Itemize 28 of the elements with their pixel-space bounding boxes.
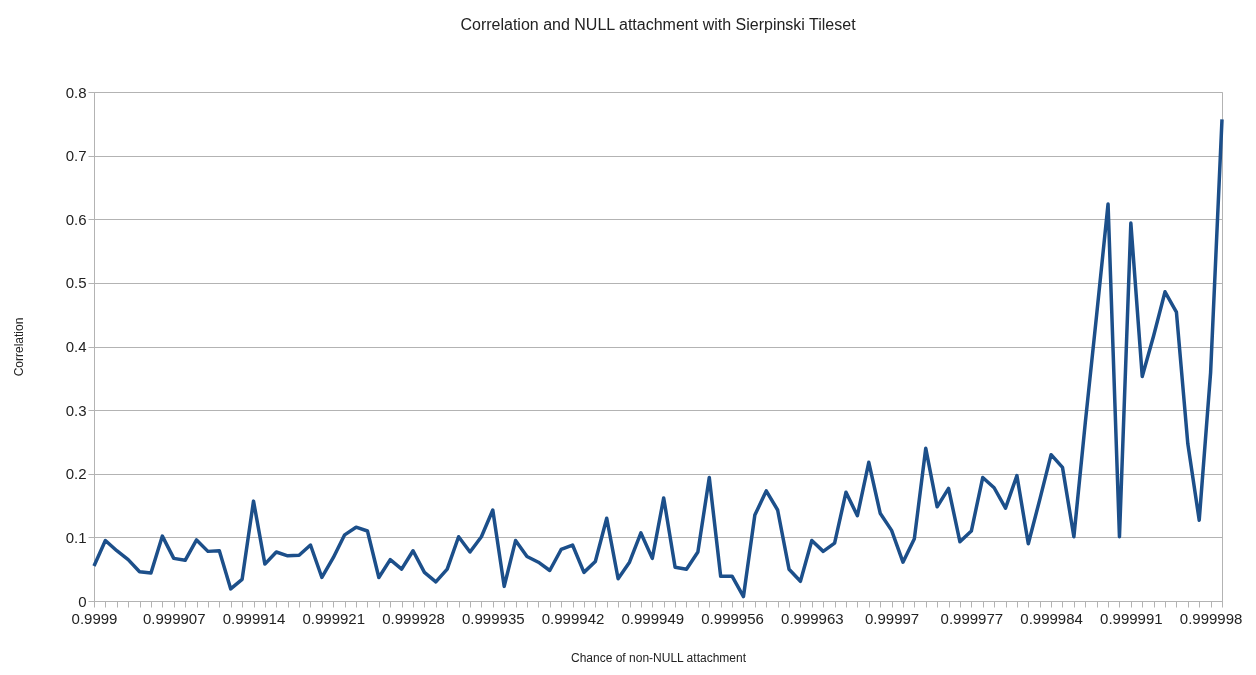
x-axis-title: Chance of non-NULL attachment [571,650,747,665]
x-tick-label: 0.999956 [701,609,764,627]
x-tick-label: 0.999998 [1179,609,1243,627]
x-tick-label: 0.999921 [302,609,366,627]
y-tick-label: 0.4 [65,338,87,355]
y-axis-title: Correlation [11,317,26,377]
y-tick-label: 0 [78,592,87,610]
chart-title: Correlation and NULL attachment with Sierpinski Tileset [460,16,857,33]
y-tick-label: 0.2 [65,465,87,483]
y-tick-label: 0.3 [65,401,87,419]
y-tick-label: 0.6 [65,210,87,228]
x-tick-label: 0.99997 [864,609,920,627]
y-tick-label: 0.7 [65,147,87,165]
x-tick-label: 0.999935 [462,609,525,627]
x-tick-label: 0.9999 [71,609,118,627]
x-tick-label: 0.999914 [222,609,286,627]
x-tick-label: 0.999977 [940,609,1004,627]
x-tick-label: 0.999907 [142,609,206,627]
x-tick-label: 0.999984 [1020,609,1083,627]
line-series [92,117,1224,599]
y-tick-label: 0.1 [65,528,87,546]
y-tick-label: 0.5 [65,274,87,292]
x-tick-label: 0.999942 [541,609,605,627]
x-tick-label: 0.999949 [621,609,685,627]
x-tick-label: 0.999963 [781,609,844,627]
x-tick-label: 0.999991 [1100,609,1163,627]
x-tick-label: 0.999928 [382,609,445,627]
y-tick-label: 0.8 [65,83,87,101]
